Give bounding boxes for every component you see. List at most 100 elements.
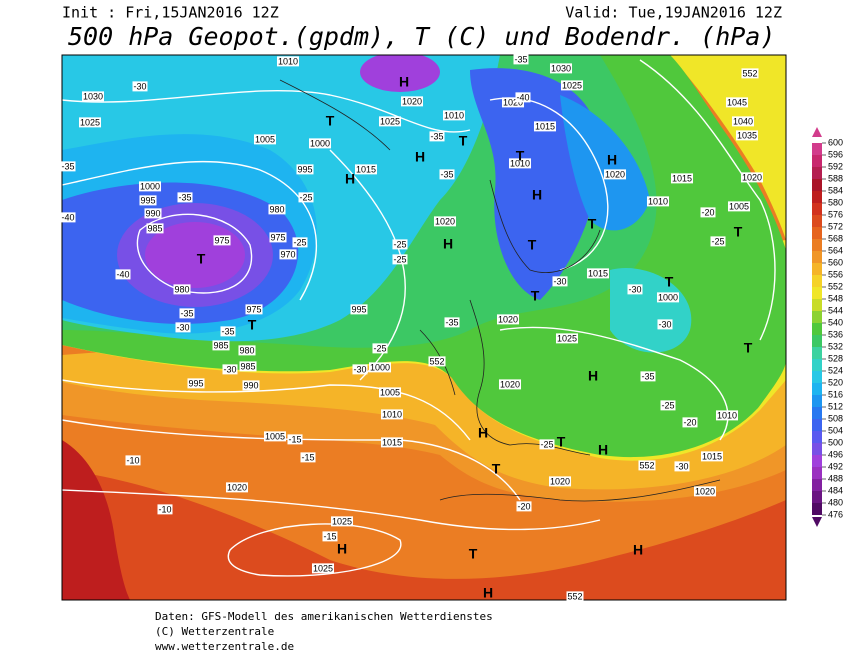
colorbar-swatch (812, 431, 822, 443)
pressure-label: 1020 (550, 476, 570, 486)
temperature-label-box (700, 207, 716, 218)
pressure-label-box (279, 249, 297, 260)
pressure-label-box (225, 482, 249, 493)
temperature-label: -30 (553, 276, 566, 286)
colorbar-swatch (812, 335, 822, 347)
footer-line: Daten: GFS-Modell des amerikanischen Wet… (155, 610, 493, 623)
pressure-label: 1020 (402, 96, 422, 106)
temperature-label: -35 (178, 192, 191, 202)
colorbar-tick-label: 576 (828, 209, 843, 219)
temperature-label-box (627, 284, 643, 295)
colorbar-swatch (812, 203, 822, 215)
pressure-label: 1025 (313, 563, 333, 573)
pressure-label-box (212, 340, 230, 351)
pressure-label: 1010 (444, 110, 464, 120)
colorbar-swatch (812, 491, 822, 503)
colorbar-swatch (812, 251, 822, 263)
pressure-center: H (633, 542, 643, 558)
colorbar-tick-label: 484 (828, 485, 843, 495)
pressure-center: T (326, 113, 335, 129)
temperature-label: -20 (701, 207, 714, 217)
temperature-label-box (60, 212, 76, 223)
temperature-label-box (710, 236, 726, 247)
temperature-label-box (657, 319, 673, 330)
pressure-label-box (586, 268, 610, 279)
contour-label: 552 (429, 356, 444, 366)
contour-label: 552 (567, 591, 582, 601)
pressure-label: 1015 (356, 164, 376, 174)
pressure-label: 975 (246, 304, 261, 314)
pressure-center: H (415, 149, 425, 165)
pressure-label: 995 (140, 195, 155, 205)
colorbar-tick-label: 532 (828, 341, 843, 351)
pressure-label: 1020 (695, 486, 715, 496)
temperature-label: -35 (221, 326, 234, 336)
colorbar-tick-label: 568 (828, 233, 843, 243)
pressure-label: 1025 (380, 116, 400, 126)
pressure-center: T (531, 288, 540, 304)
colorbar-tick-label: 536 (828, 329, 843, 339)
pressure-label: 980 (269, 204, 284, 214)
colorbar-swatch (812, 287, 822, 299)
colorbar-tick-label: 580 (828, 197, 843, 207)
pressure-label: 1015 (535, 121, 555, 131)
colorbar-tick-label: 476 (828, 509, 843, 519)
temperature-label-box (222, 364, 238, 375)
pressure-center: H (598, 442, 608, 458)
pressure-label-box (354, 164, 378, 175)
pressure-center: H (337, 541, 347, 557)
temperature-label-box (322, 531, 338, 542)
colorbar-swatch (812, 263, 822, 275)
colorbar-swatch (812, 443, 822, 455)
colorbar-swatch (812, 323, 822, 335)
temperature-label-box (444, 317, 460, 328)
pressure-label: 1035 (737, 130, 757, 140)
pressure-label-box (238, 345, 256, 356)
temperature-label-box (125, 455, 141, 466)
colorbar-tick-label: 572 (828, 221, 843, 231)
pressure-center: H (443, 236, 453, 252)
pressure-label: 1025 (557, 333, 577, 343)
colorbar-tick-label: 492 (828, 461, 843, 471)
colorbar-tick-label: 512 (828, 401, 843, 411)
temperature-label: -10 (158, 504, 171, 514)
pressure-label-box (646, 196, 670, 207)
pressure-label: 1005 (380, 387, 400, 397)
pressure-label: 970 (280, 249, 295, 259)
pressure-center: T (665, 274, 674, 290)
temperature-label-box (516, 501, 532, 512)
pressure-label-box (560, 80, 584, 91)
pressure-label-box (330, 516, 354, 527)
colorbar-tick-label: 564 (828, 245, 843, 255)
colorbar-tick-label: 552 (828, 281, 843, 291)
pressure-center: H (483, 585, 493, 601)
contour-label-box (638, 460, 656, 471)
colorbar-swatch (812, 299, 822, 311)
pressure-label-box (508, 158, 532, 169)
pressure-label: 1030 (551, 63, 571, 73)
temperature-label-box (372, 343, 388, 354)
colorbar-tick-label: 584 (828, 185, 843, 195)
colorbar-swatch (812, 275, 822, 287)
pressure-label-box (269, 232, 287, 243)
pressure-label-box (245, 304, 263, 315)
colorbar-swatch (812, 227, 822, 239)
pressure-label-box (268, 204, 286, 215)
pressure-label-box (727, 201, 751, 212)
pressure-label-box (549, 63, 573, 74)
pressure-label: 1005 (255, 134, 275, 144)
valid-time: Valid: Tue,19JAN2016 12Z (565, 4, 782, 22)
contour-label-box (428, 356, 446, 367)
pressure-center: H (399, 74, 409, 90)
pressure-label: 995 (297, 164, 312, 174)
pressure-label: 1025 (332, 516, 352, 526)
pressure-label-box (715, 410, 739, 421)
temperature-label-box (115, 269, 131, 280)
pressure-label: 1045 (727, 97, 747, 107)
contour-label: 552 (742, 68, 757, 78)
temperature-label-box (392, 239, 408, 250)
pressure-label-box (656, 292, 680, 303)
temperature-label-box (300, 452, 316, 463)
temperature-label: -40 (61, 212, 74, 222)
pressure-center: T (744, 340, 753, 356)
